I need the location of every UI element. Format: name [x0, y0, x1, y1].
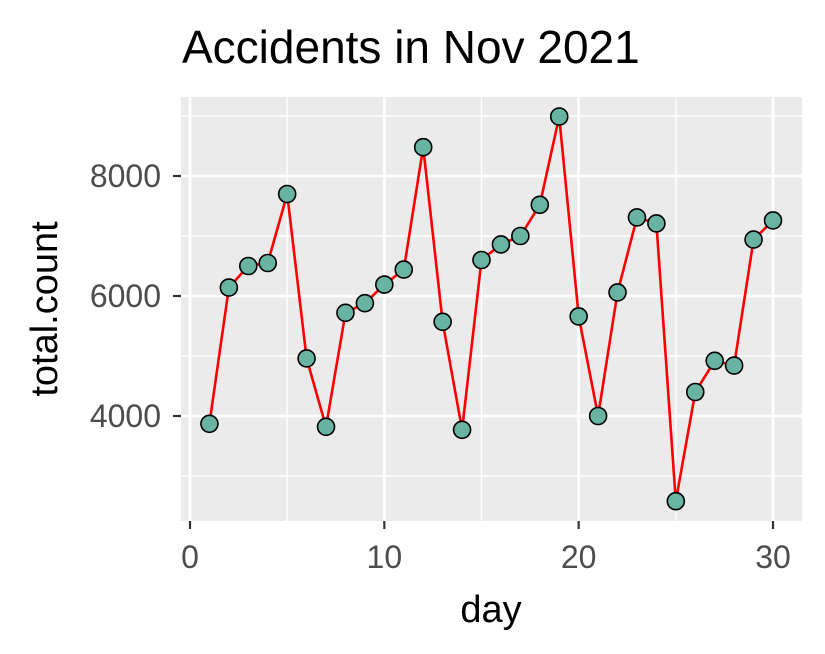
data-point [316, 417, 336, 437]
data-point [336, 303, 355, 323]
data-point [413, 137, 433, 157]
data-point [685, 382, 705, 402]
data-point [297, 349, 316, 368]
data-point [277, 184, 297, 204]
data-point [433, 312, 452, 332]
minor-gridlines [181, 97, 802, 521]
x-tick-label: 30 [755, 539, 791, 575]
data-point [763, 211, 783, 230]
data-point [452, 420, 472, 440]
plot-panel [181, 97, 802, 521]
data-point [744, 230, 763, 249]
x-tick-label: 20 [561, 539, 597, 575]
chart-title: Accidents in Nov 2021 [182, 21, 640, 73]
series-points-group [200, 107, 783, 511]
data-point [200, 414, 219, 434]
tick-labels: 0 10 20 30 4000 6000 8000 [90, 158, 791, 575]
data-point [549, 107, 569, 126]
data-point [588, 406, 608, 426]
data-point [511, 226, 530, 246]
data-point [472, 250, 491, 270]
data-point [569, 307, 588, 326]
data-point [375, 275, 394, 294]
data-point [491, 235, 511, 254]
series-line-group [208, 115, 774, 503]
x-tick-label: 0 [181, 539, 199, 575]
data-point [219, 278, 239, 297]
y-axis-title: total.count [24, 221, 66, 397]
data-point [724, 356, 744, 375]
series-line [208, 115, 774, 503]
data-point [239, 256, 258, 276]
data-point [530, 195, 550, 215]
data-point [355, 293, 375, 313]
data-point [627, 208, 647, 227]
y-tick-label: 4000 [90, 398, 161, 434]
data-point [394, 260, 414, 279]
data-point [258, 253, 278, 273]
data-point [705, 351, 725, 371]
data-point [608, 283, 627, 302]
data-point [666, 491, 686, 511]
major-gridlines [181, 97, 802, 521]
data-point [647, 214, 666, 233]
x-tick-label: 10 [367, 539, 403, 575]
y-tick-label: 6000 [90, 278, 161, 314]
y-tick-label: 8000 [90, 158, 161, 194]
x-axis-title: day [460, 589, 521, 631]
axis-ticks [173, 174, 775, 529]
